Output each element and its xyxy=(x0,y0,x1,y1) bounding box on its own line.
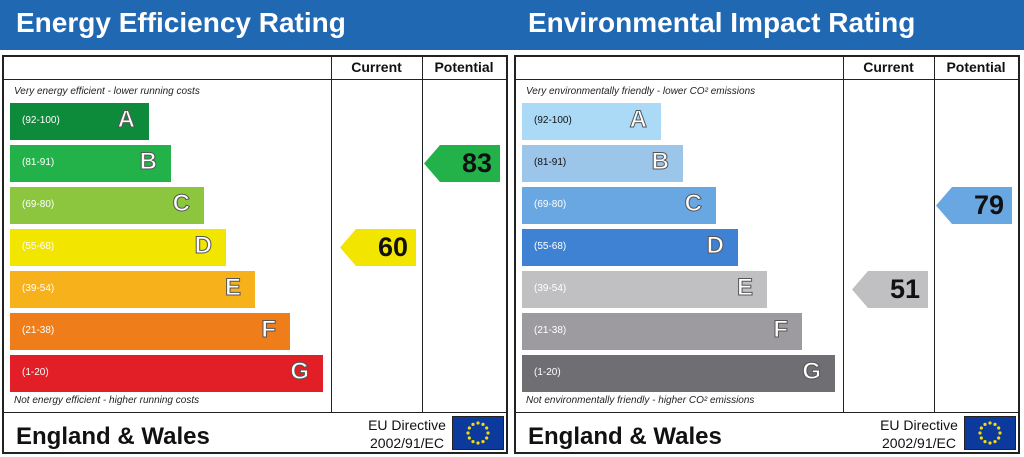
bottom-caption: Not energy efficient - higher running co… xyxy=(14,395,200,406)
potential-rating-value: 83 xyxy=(461,148,492,178)
potential-arrow-shape xyxy=(936,187,1012,224)
potential-rating-arrow: 79 xyxy=(936,187,1012,224)
column-header-current: Current xyxy=(863,59,914,75)
top-caption: Very energy efficient - lower running co… xyxy=(14,86,200,97)
band-letter: E xyxy=(224,274,241,302)
rating-band-a: (92-100) A xyxy=(10,103,149,140)
rating-band-c: (69-80) C xyxy=(10,187,204,224)
band-range: (92-100) xyxy=(534,115,572,126)
rating-band-e: (39-54) E xyxy=(522,271,767,308)
rating-table: Current Potential Very energy efficient - … xyxy=(2,55,508,454)
band-letter: C xyxy=(172,190,190,218)
current-arrow-shape xyxy=(852,271,928,308)
potential-arrow-shape xyxy=(424,145,500,182)
panel-header: Environmental Impact Rating xyxy=(512,0,1024,50)
panel-header: Energy Efficiency Rating xyxy=(0,0,512,50)
band-letter: B xyxy=(139,148,157,176)
band-letter: E xyxy=(736,274,753,302)
chart-title: Energy Efficiency Rating xyxy=(16,7,346,38)
band-letter: C xyxy=(684,190,702,218)
current-rating-arrow: 60 xyxy=(340,229,416,266)
rating-band-f: (21-38) F xyxy=(10,313,290,350)
current-rating-arrow: 51 xyxy=(852,271,928,308)
bottom-caption: Not environmentally friendly - higher CO… xyxy=(526,395,755,406)
divider xyxy=(843,57,844,412)
band-range: (55-68) xyxy=(534,241,567,252)
rating-band-g: (1-20) G xyxy=(10,355,323,392)
environmental-impact-panel: Environmental Impact Rating Current Potent… xyxy=(512,0,1024,457)
footer-country: England & Wales xyxy=(528,423,722,450)
band-range: (1-20) xyxy=(534,367,561,378)
eu-flag-icon xyxy=(452,416,504,450)
rating-band-f: (21-38) F xyxy=(522,313,802,350)
band-range: (69-80) xyxy=(534,199,567,210)
band-range: (21-38) xyxy=(534,325,567,336)
band-range: (1-20) xyxy=(22,367,49,378)
band-range: (92-100) xyxy=(22,115,60,126)
potential-rating-arrow: 83 xyxy=(424,145,500,182)
divider xyxy=(516,412,1018,413)
eu-directive-label: EU Directive xyxy=(880,417,958,433)
band-range: (39-54) xyxy=(22,283,55,294)
band-letter: F xyxy=(773,316,789,344)
rating-table: Current Potential Very environmentally fri… xyxy=(514,55,1020,454)
divider xyxy=(934,57,935,412)
column-header-current: Current xyxy=(351,59,402,75)
band-letter: F xyxy=(261,316,277,344)
eu-directive-number: 2002/91/EC xyxy=(370,435,444,451)
eu-directive-number: 2002/91/EC xyxy=(882,435,956,451)
rating-band-e: (39-54) E xyxy=(10,271,255,308)
eu-stars-icon xyxy=(978,421,1002,445)
divider xyxy=(4,412,506,413)
band-range: (21-38) xyxy=(22,325,55,336)
band-letter: A xyxy=(117,106,135,134)
band-range: (81-91) xyxy=(534,157,567,168)
band-letter: G xyxy=(802,358,822,386)
band-range: (55-68) xyxy=(22,241,55,252)
band-range: (69-80) xyxy=(22,199,55,210)
current-rating-value: 51 xyxy=(889,274,920,304)
band-letter: A xyxy=(629,106,647,134)
column-header-potential: Potential xyxy=(434,59,494,75)
band-letter: D xyxy=(706,232,724,260)
eu-directive-label: EU Directive xyxy=(368,417,446,433)
band-range: (81-91) xyxy=(22,157,55,168)
potential-rating-value: 79 xyxy=(973,190,1004,220)
rating-band-d: (55-68) D xyxy=(522,229,738,266)
rating-band-a: (92-100) A xyxy=(522,103,661,140)
band-letter: G xyxy=(290,358,310,386)
rating-band-g: (1-20) G xyxy=(522,355,835,392)
rating-band-d: (55-68) D xyxy=(10,229,226,266)
energy-efficiency-panel: Energy Efficiency Rating Current Potential… xyxy=(0,0,512,454)
current-arrow-shape xyxy=(340,229,416,266)
eu-stars-icon xyxy=(466,421,490,445)
rating-band-c: (69-80) C xyxy=(522,187,716,224)
rating-band-b: (81-91) B xyxy=(522,145,683,182)
band-range: (39-54) xyxy=(534,283,567,294)
column-header-potential: Potential xyxy=(946,59,1006,75)
divider xyxy=(331,57,332,412)
current-rating-value: 60 xyxy=(377,232,408,262)
top-caption: Very environmentally friendly - lower CO… xyxy=(526,86,756,97)
eu-flag-icon xyxy=(964,416,1016,450)
divider xyxy=(4,79,506,80)
band-letter: D xyxy=(194,232,212,260)
divider xyxy=(516,79,1018,80)
chart-title: Environmental Impact Rating xyxy=(528,7,916,38)
band-letter: B xyxy=(651,148,669,176)
rating-band-b: (81-91) B xyxy=(10,145,171,182)
footer-country: England & Wales xyxy=(16,423,210,450)
divider xyxy=(422,57,423,412)
